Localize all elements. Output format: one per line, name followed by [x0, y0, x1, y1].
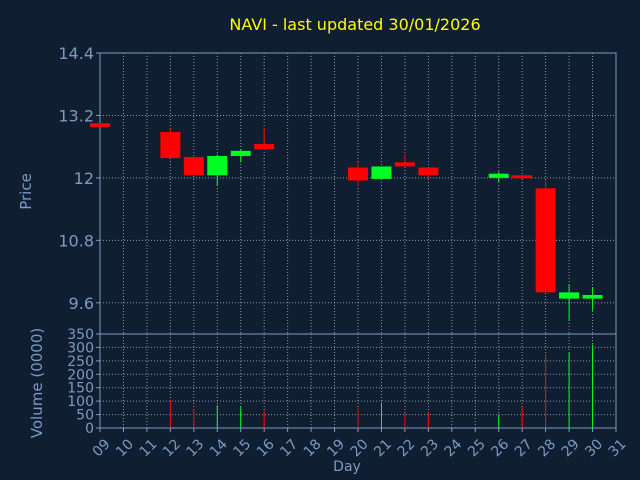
x-tick-label: 16 [254, 436, 278, 460]
price-tick-label: 9.6 [69, 294, 94, 313]
chart-title: NAVI - last updated 30/01/2026 [229, 15, 480, 34]
volume-tick-label: 0 [85, 421, 94, 437]
volume-tick-label: 350 [67, 327, 94, 343]
x-tick-label: 20 [348, 436, 372, 460]
x-tick-label: 26 [488, 436, 512, 460]
volume-tick-label: 50 [76, 408, 94, 424]
price-tick-label: 10.8 [58, 231, 94, 250]
candle-body [512, 175, 533, 179]
x-tick-label: 23 [418, 436, 442, 460]
x-tick-label: 11 [137, 436, 161, 460]
candle-body [418, 167, 439, 176]
x-tick-label: 12 [160, 436, 184, 460]
volume-tick-label: 150 [67, 381, 94, 397]
x-tick-label: 31 [606, 436, 630, 460]
x-tick-label: 14 [207, 436, 231, 460]
x-tick-label: 19 [324, 436, 348, 460]
x-tick-label: 30 [582, 436, 606, 460]
x-tick-label: 10 [113, 436, 137, 460]
x-tick-label: 09 [90, 436, 114, 460]
x-tick-label: 25 [465, 436, 489, 460]
candle-body [230, 150, 251, 157]
candle-body [207, 156, 228, 176]
x-tick-label: 29 [559, 436, 583, 460]
candle-body [254, 144, 275, 150]
volume-tick-label: 200 [67, 367, 94, 383]
x-tick-label: 15 [230, 436, 254, 460]
candle-body [183, 157, 204, 176]
price-tick-label: 13.2 [58, 106, 94, 125]
x-tick-label: 27 [512, 436, 536, 460]
x-tick-label: 17 [277, 436, 301, 460]
volume-tick-label: 300 [67, 340, 94, 356]
x-tick-label: 18 [301, 436, 325, 460]
x-tick-label: 13 [184, 436, 208, 460]
x-tick-label: 28 [535, 436, 559, 460]
candle-body [488, 173, 509, 178]
candle-body [348, 167, 368, 181]
price-tick-label: 14.4 [58, 44, 94, 63]
volume-axis-label: Volume (0000) [28, 328, 46, 438]
candle-body [535, 188, 556, 293]
volume-tick-label: 250 [67, 354, 94, 370]
candle-body [160, 132, 181, 159]
x-axis: 09 10 11 12 13 14 15 16 17 18 19 20 21 22 23 24 25 26 27 28… [90, 428, 630, 460]
price-tick-label: 12 [74, 169, 94, 188]
x-tick-label: 24 [442, 436, 466, 460]
x-tick-label: 22 [395, 436, 419, 460]
x-axis-label: Day [333, 459, 361, 475]
price-panel: 14.4 13.2 12 10.8 9.6 [58, 44, 617, 335]
candle-body [90, 123, 110, 127]
volume-tick-label: 100 [67, 394, 94, 410]
candle-body [394, 162, 415, 167]
candle-body [371, 166, 392, 179]
candle-body [582, 294, 603, 299]
x-tick-label: 21 [371, 436, 395, 460]
price-axis-label: Price [17, 173, 35, 210]
candle-body [559, 292, 580, 299]
